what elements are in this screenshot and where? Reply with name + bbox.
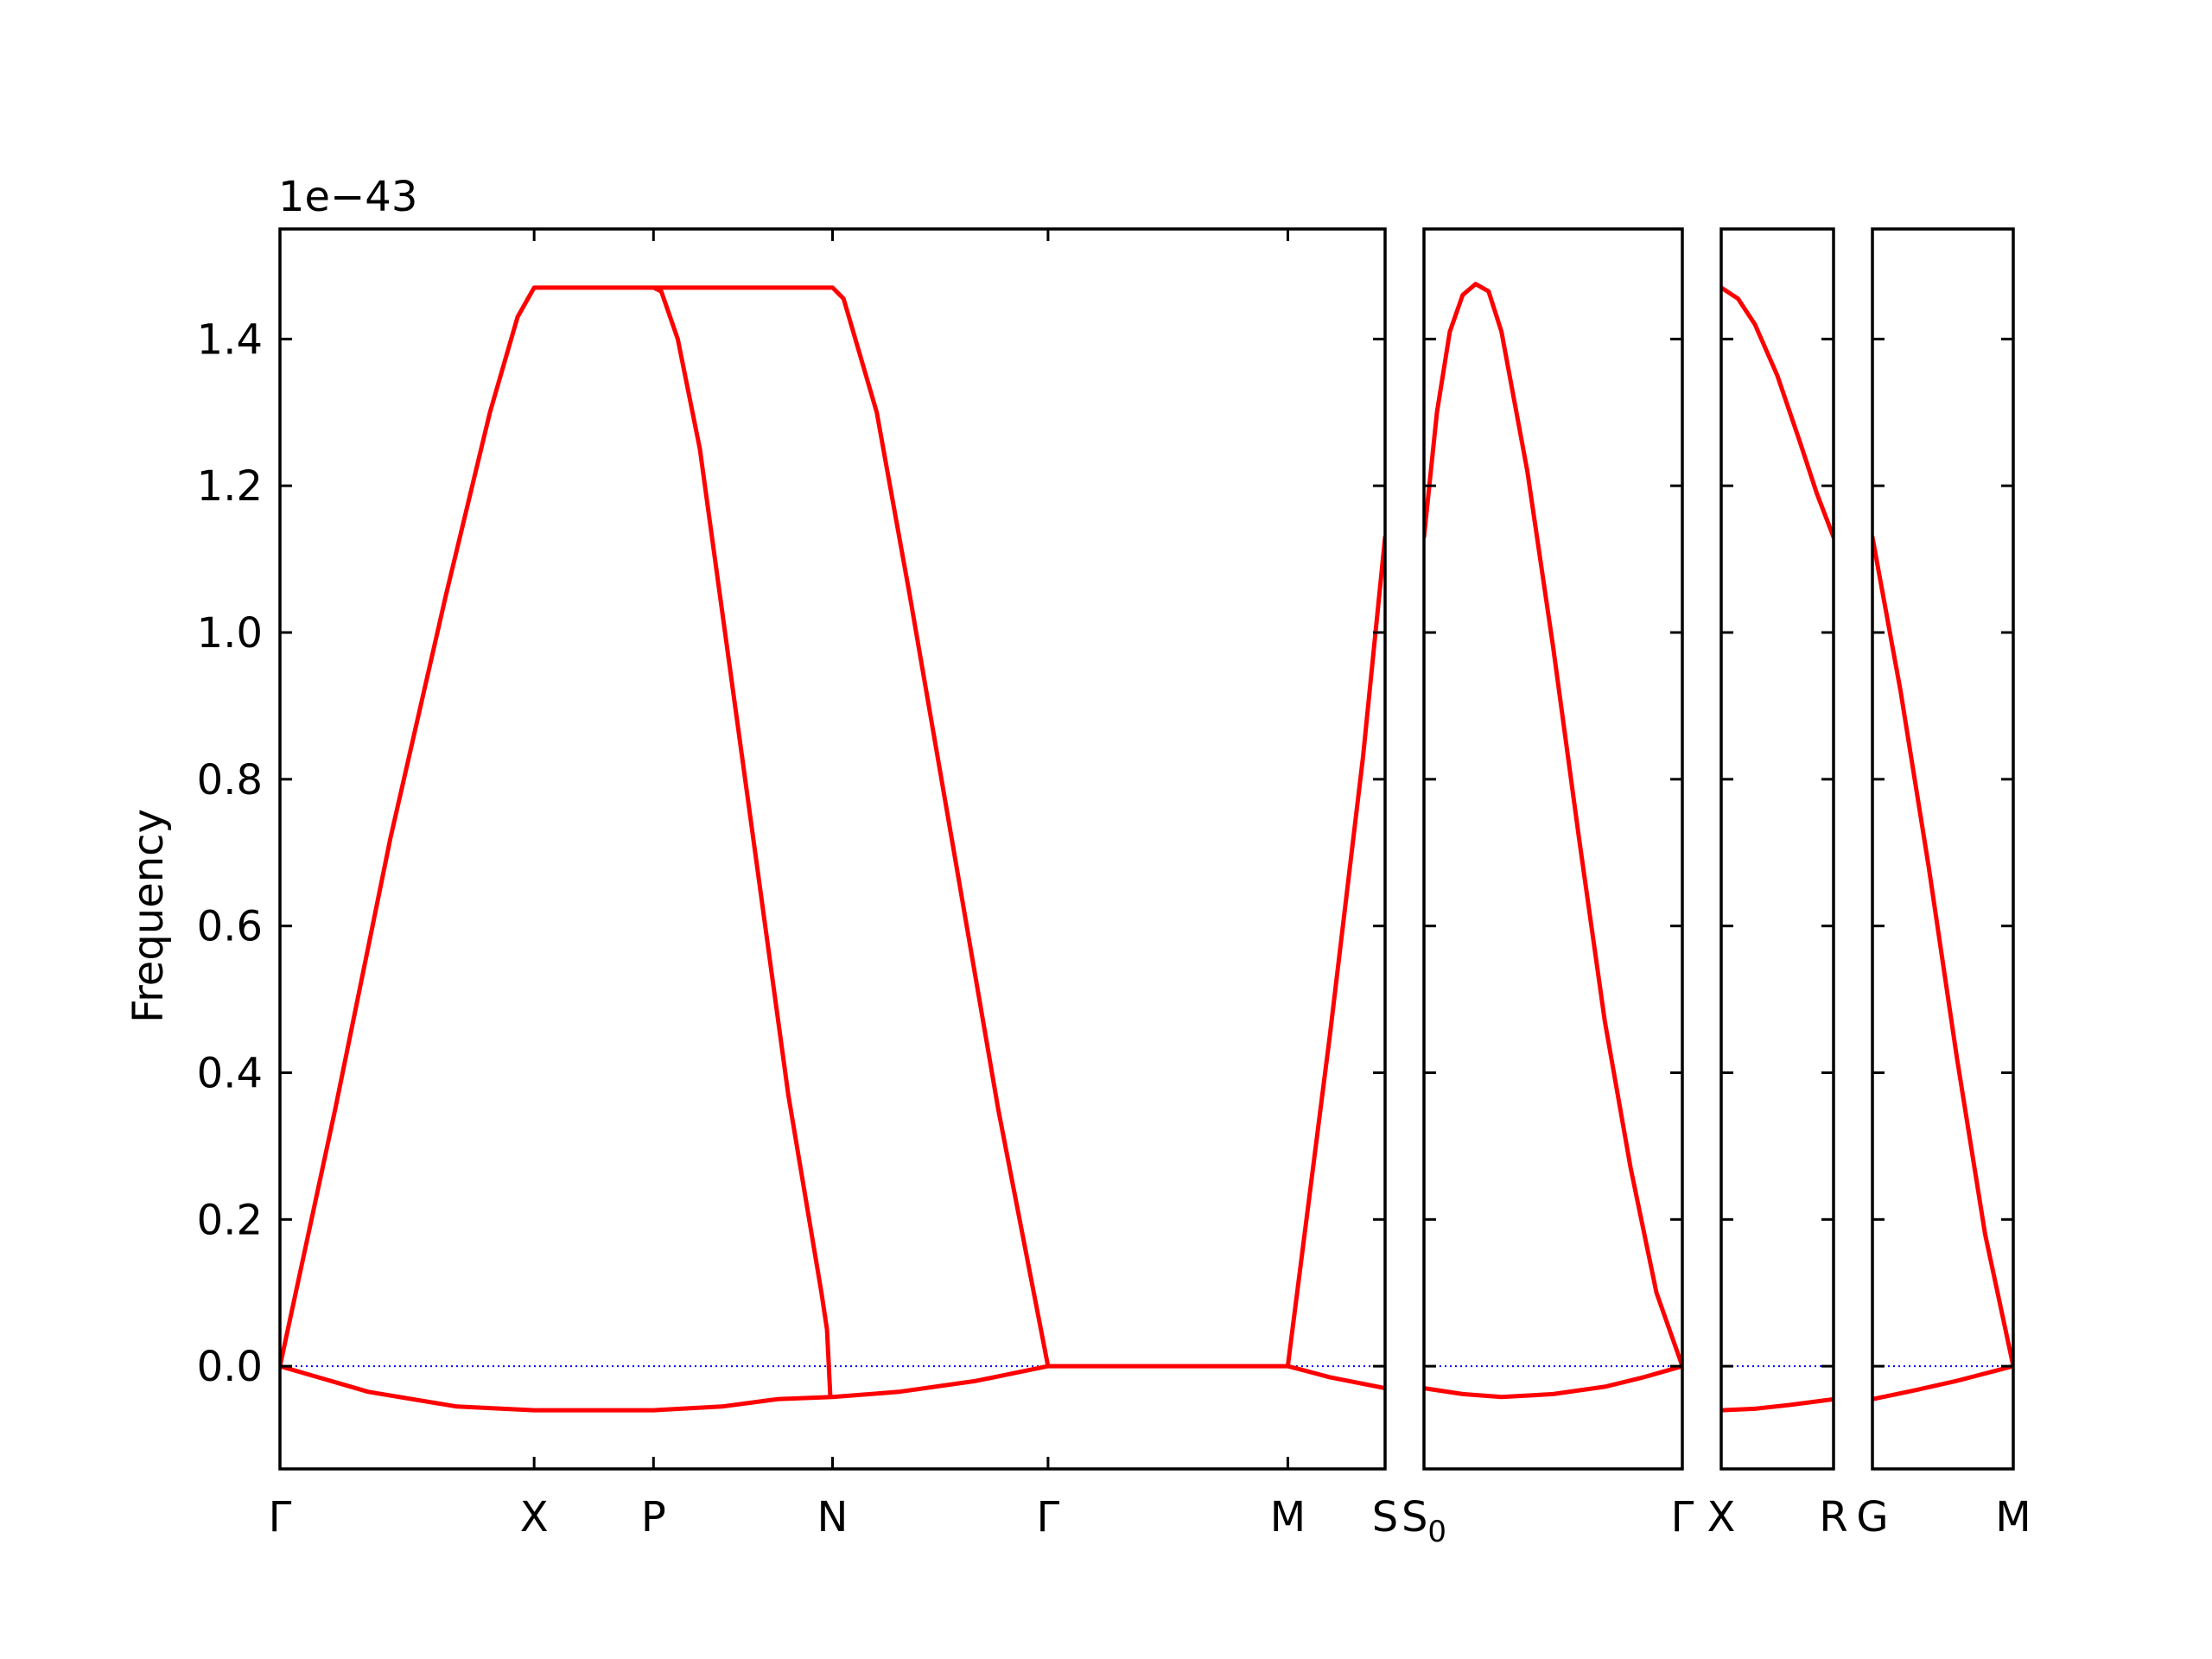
band-line-2 <box>1721 1396 1834 1413</box>
x-tick-label: G <box>1856 1493 1888 1541</box>
y-tick-label: 0.4 <box>197 1049 263 1097</box>
band-line-1 <box>280 285 833 1398</box>
band-line-2 <box>651 285 1051 1369</box>
x-tick-label: S <box>1372 1493 1398 1541</box>
band-lines <box>1721 285 1834 1413</box>
x-tick-label: M <box>1270 1493 1306 1541</box>
y-tick-label: 1.4 <box>197 315 263 364</box>
x-tick-label: X <box>1707 1493 1736 1541</box>
x-tick-label: M <box>1995 1493 2031 1541</box>
band-lines <box>1872 535 2013 1402</box>
y-tick-label: 1.0 <box>197 609 263 658</box>
panels-group: 0.00.20.40.60.81.01.21.4Γ X P N Γ M S S0 Γ X R G M <box>197 227 2031 1549</box>
band-line-1 <box>1872 535 2013 1369</box>
panel-frame <box>1719 227 1835 1471</box>
x-tick-label: S0 <box>1402 1493 1446 1549</box>
y-tick-label: 0.6 <box>197 903 263 951</box>
panel-frame <box>1871 227 2015 1471</box>
band-line-2 <box>1424 1363 1682 1400</box>
y-axis-label: Frequency <box>124 809 173 1023</box>
panel-2: S0 Γ <box>1402 227 1694 1549</box>
y-offset-label: 1e−43 <box>278 173 417 221</box>
x-tick-label: X <box>520 1493 549 1541</box>
x-tick-label: Γ <box>1037 1493 1060 1541</box>
panel-1: 0.0 0.2 0.4 0.6 0.8 1.0 1.2 1.4 Γ X P N Γ M S <box>197 227 1398 1541</box>
x-tick-label: N <box>817 1493 849 1541</box>
band-line-1 <box>1424 282 1682 1369</box>
band-lines <box>1424 282 1682 1400</box>
x-tick-label: Γ <box>1671 1493 1694 1541</box>
band-line-1 <box>1721 285 1834 540</box>
panel-frame <box>1422 227 1684 1471</box>
y-tick-label: 1.2 <box>197 462 263 511</box>
x-tick-label: P <box>641 1493 666 1541</box>
y-tick-label: 0.2 <box>197 1196 263 1244</box>
y-tick-label: 0.0 <box>197 1343 263 1391</box>
x-tick-label: Γ <box>269 1493 292 1541</box>
panel-frame <box>278 227 1387 1471</box>
band-line-2 <box>1872 1363 2013 1402</box>
y-tick-label: 0.8 <box>197 756 263 804</box>
band-line-3 <box>280 1363 1051 1413</box>
band-line-6 <box>1285 1363 1385 1391</box>
x-tick-label: R <box>1819 1493 1847 1541</box>
band-lines <box>280 285 1385 1413</box>
band-line-5 <box>1285 535 1385 1369</box>
